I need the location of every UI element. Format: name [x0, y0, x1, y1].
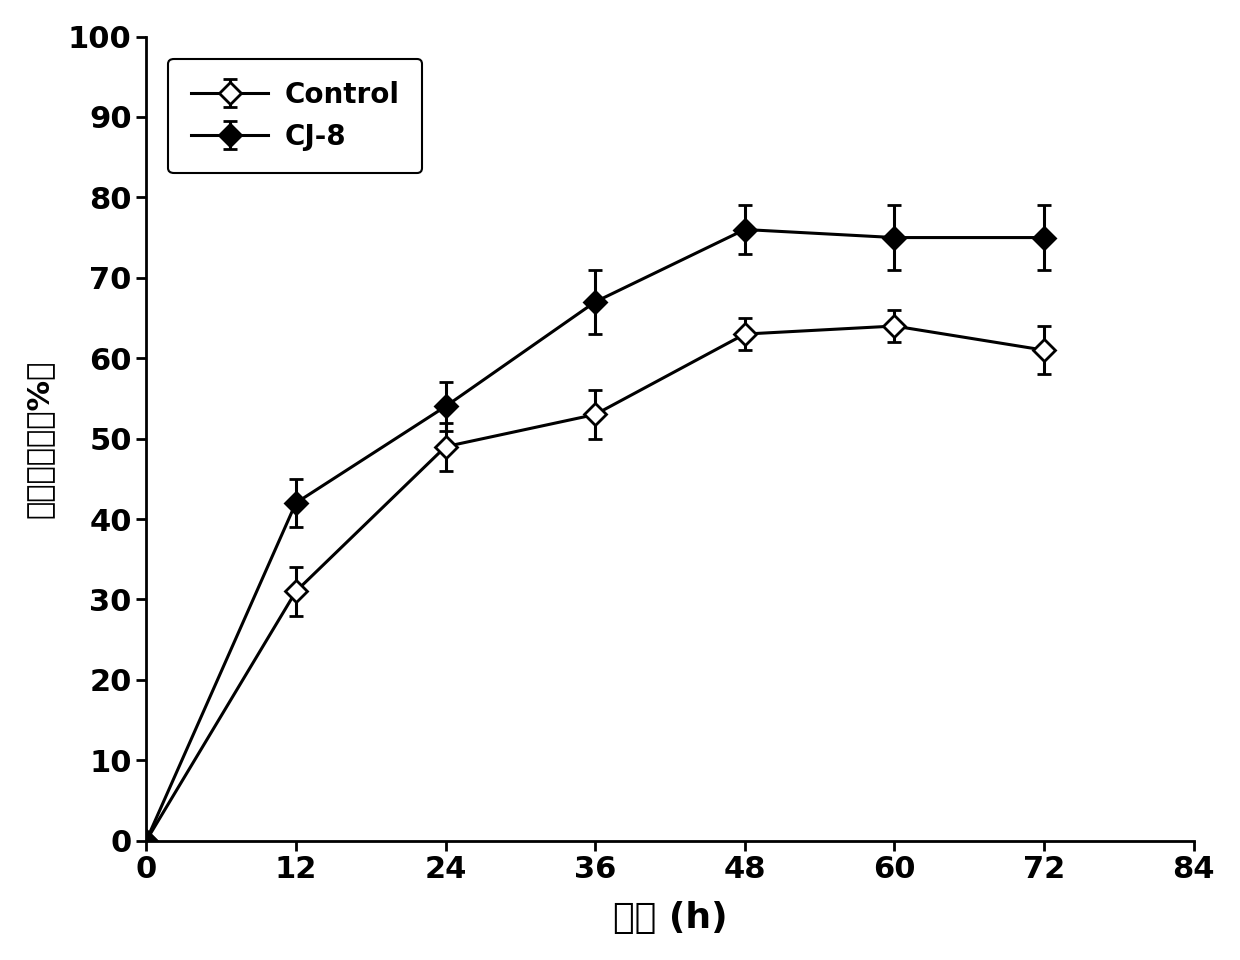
X-axis label: 时间 (h): 时间 (h) — [613, 901, 728, 935]
Legend: Control, CJ-8: Control, CJ-8 — [169, 59, 423, 173]
Y-axis label: 湿重减重率（%）: 湿重减重率（%） — [25, 359, 55, 517]
